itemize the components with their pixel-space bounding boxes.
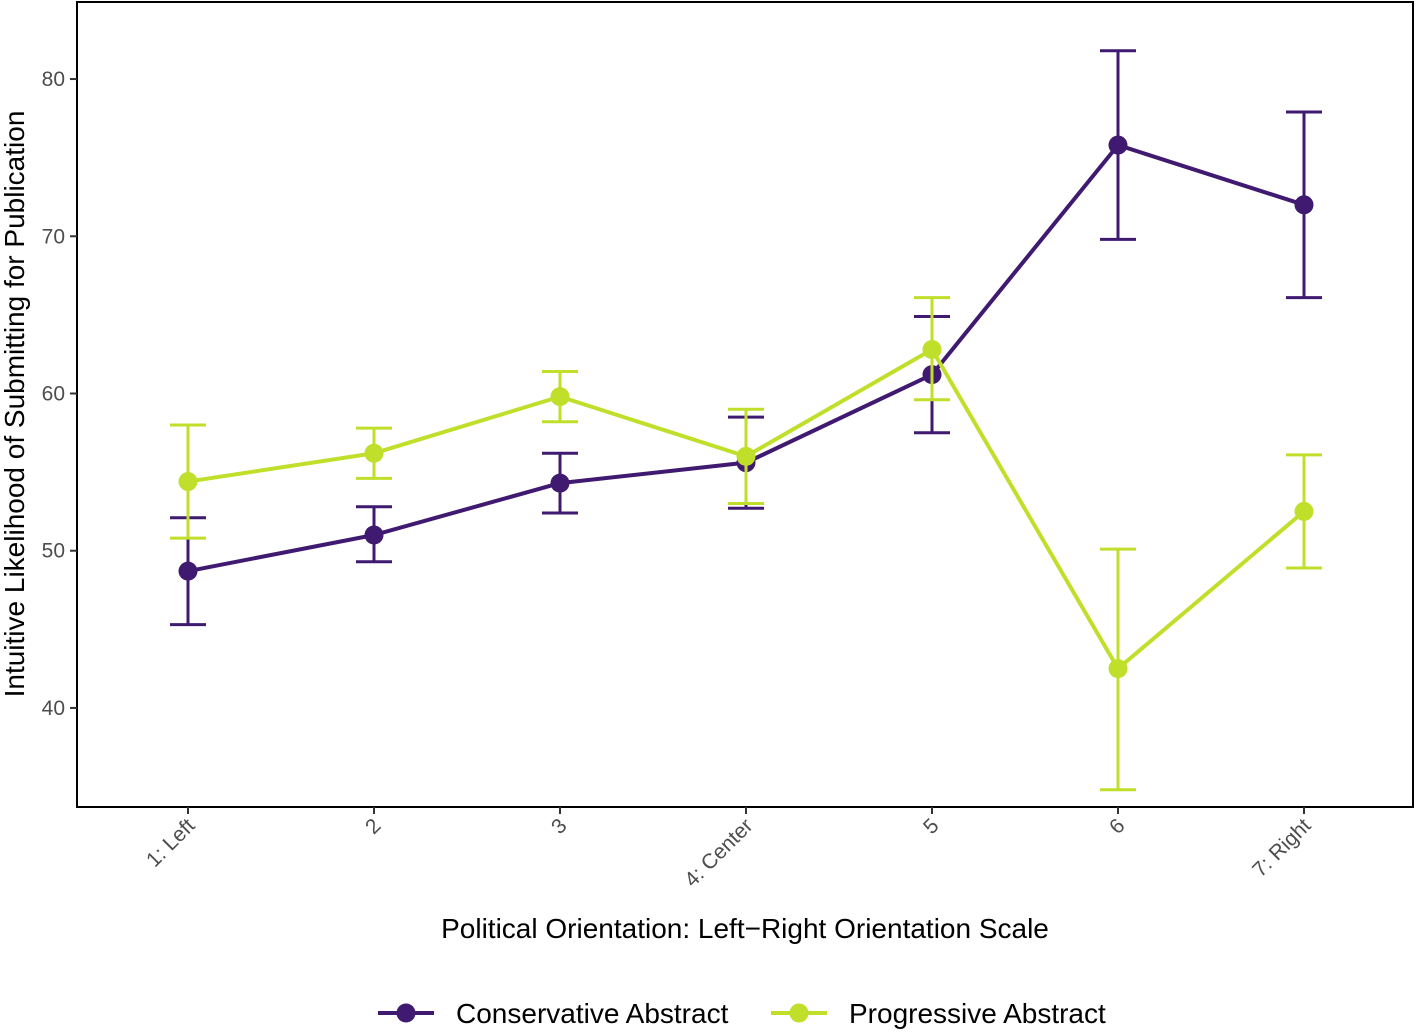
y-tick-label: 80 — [42, 68, 65, 91]
legend-key-point — [789, 1003, 809, 1023]
plot-panel — [76, 1, 1414, 808]
data-point — [1294, 501, 1314, 521]
data-point — [364, 443, 384, 463]
data-point — [550, 473, 570, 493]
legend-key-point — [396, 1003, 416, 1023]
data-point — [736, 446, 756, 466]
x-tick-label: 6 — [1105, 814, 1130, 839]
data-point — [1108, 135, 1128, 155]
x-axis-title: Political Orientation: Left−Right Orient… — [441, 913, 1049, 944]
series-layer — [170, 49, 1322, 792]
series-progressive-abstract — [170, 296, 1322, 792]
x-tick-label: 2 — [361, 814, 386, 839]
y-tick-label: 60 — [42, 382, 65, 405]
data-point — [922, 339, 942, 359]
x-tick-label: 1: Left — [142, 814, 200, 872]
legend-label: Conservative Abstract — [456, 998, 729, 1029]
data-point — [1294, 195, 1314, 215]
data-point — [178, 472, 198, 492]
legend: Conservative Abstract Progressive Abstrac… — [378, 998, 1106, 1029]
x-tick-label: 7: Right — [1248, 814, 1316, 882]
y-tick-label: 40 — [42, 697, 65, 720]
x-tick-label: 3 — [547, 814, 572, 839]
legend-label: Progressive Abstract — [849, 998, 1106, 1029]
x-tick-label: 4: Center — [680, 814, 757, 891]
data-point — [1108, 659, 1128, 679]
data-point — [178, 561, 198, 581]
data-point — [550, 387, 570, 407]
y-tick-label: 70 — [42, 225, 65, 248]
y-axis-title: Intuitive Likelihood of Submitting for P… — [0, 111, 30, 698]
data-point — [364, 525, 384, 545]
y-tick-label: 50 — [42, 540, 65, 563]
x-tick-label: 5 — [919, 814, 944, 839]
x-axis: 1: Left 2 3 4: Center 5 6 7: Right — [142, 807, 1316, 892]
y-axis: 40 50 60 70 80 — [42, 68, 77, 720]
